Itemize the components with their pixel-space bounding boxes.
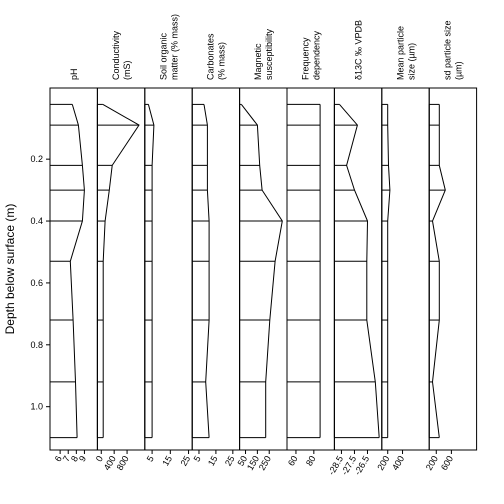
panel-frame — [191, 87, 241, 451]
panel-title: size (µm) — [406, 43, 416, 80]
panel-title: pH — [69, 68, 79, 80]
x-tick-label: 15 — [206, 454, 220, 468]
y-tick-label: 1.0 — [30, 402, 43, 412]
x-tick-label: 8 — [69, 454, 80, 463]
x-tick-label: 50 — [236, 454, 250, 468]
panel-frame — [49, 87, 98, 451]
y-tick-label: 0.6 — [30, 278, 43, 288]
x-tick-label: 400 — [102, 454, 118, 472]
x-tick-label: 9 — [77, 454, 88, 463]
x-tick-label: 800 — [115, 454, 131, 472]
panel-title: Soil organic — [158, 32, 168, 80]
panel-title: Frequency — [301, 37, 311, 80]
profile-line — [387, 104, 391, 438]
x-tick-label: 15 — [160, 454, 174, 468]
y-tick-label: 0.2 — [30, 154, 43, 164]
panel-title: susceptibility — [264, 28, 274, 80]
y-axis-label: Depth below surface (m) — [3, 204, 17, 335]
x-tick-label: 400 — [390, 454, 406, 472]
x-tick-label: 6 — [53, 454, 64, 463]
profile-line — [69, 104, 85, 438]
x-tick-label: 200 — [424, 454, 440, 472]
x-tick-label: 0 — [94, 454, 105, 463]
panel-title: Magnetic — [253, 43, 263, 80]
panel-title: dependency — [312, 30, 322, 80]
panel-title: matter (% mass) — [169, 14, 179, 80]
panel-title: δ13C ‰ VPDB — [353, 20, 363, 80]
profile-line — [203, 104, 210, 438]
y-tick-label: 0.8 — [30, 340, 43, 350]
profile-line — [339, 104, 380, 438]
panel-title: (% mass) — [217, 42, 227, 80]
x-tick-label: 5 — [192, 454, 203, 463]
panel-frame — [381, 87, 430, 451]
x-tick-label: 60 — [286, 454, 300, 468]
panel-frame — [333, 87, 383, 451]
panel-frame — [239, 87, 288, 451]
profile-line — [431, 104, 446, 438]
panel-title: sd particle size — [443, 20, 453, 80]
profile-line — [241, 104, 283, 438]
panel-title: (µm) — [454, 61, 464, 80]
panel-title: (mS) — [122, 61, 132, 81]
profile-line — [147, 104, 155, 438]
x-tick-label: 250 — [257, 454, 273, 472]
y-tick-label: 0.4 — [30, 216, 43, 226]
panel-title: Mean particle — [395, 26, 405, 80]
x-tick-label: 80 — [304, 454, 318, 468]
profile-line — [102, 103, 140, 438]
panel-frame — [428, 87, 478, 451]
x-tick-label: 5 — [145, 454, 156, 463]
panel-frame — [286, 87, 335, 451]
panel-title: Conductivity — [111, 30, 121, 80]
x-tick-label: 200 — [375, 454, 391, 472]
x-tick-label: 7 — [61, 454, 72, 463]
panel-frame — [96, 87, 146, 451]
x-tick-label: 600 — [439, 454, 455, 472]
x-tick-label: 25 — [179, 454, 193, 468]
x-tick-label: 25 — [223, 454, 237, 468]
panel-title: Carbonates — [206, 33, 216, 80]
